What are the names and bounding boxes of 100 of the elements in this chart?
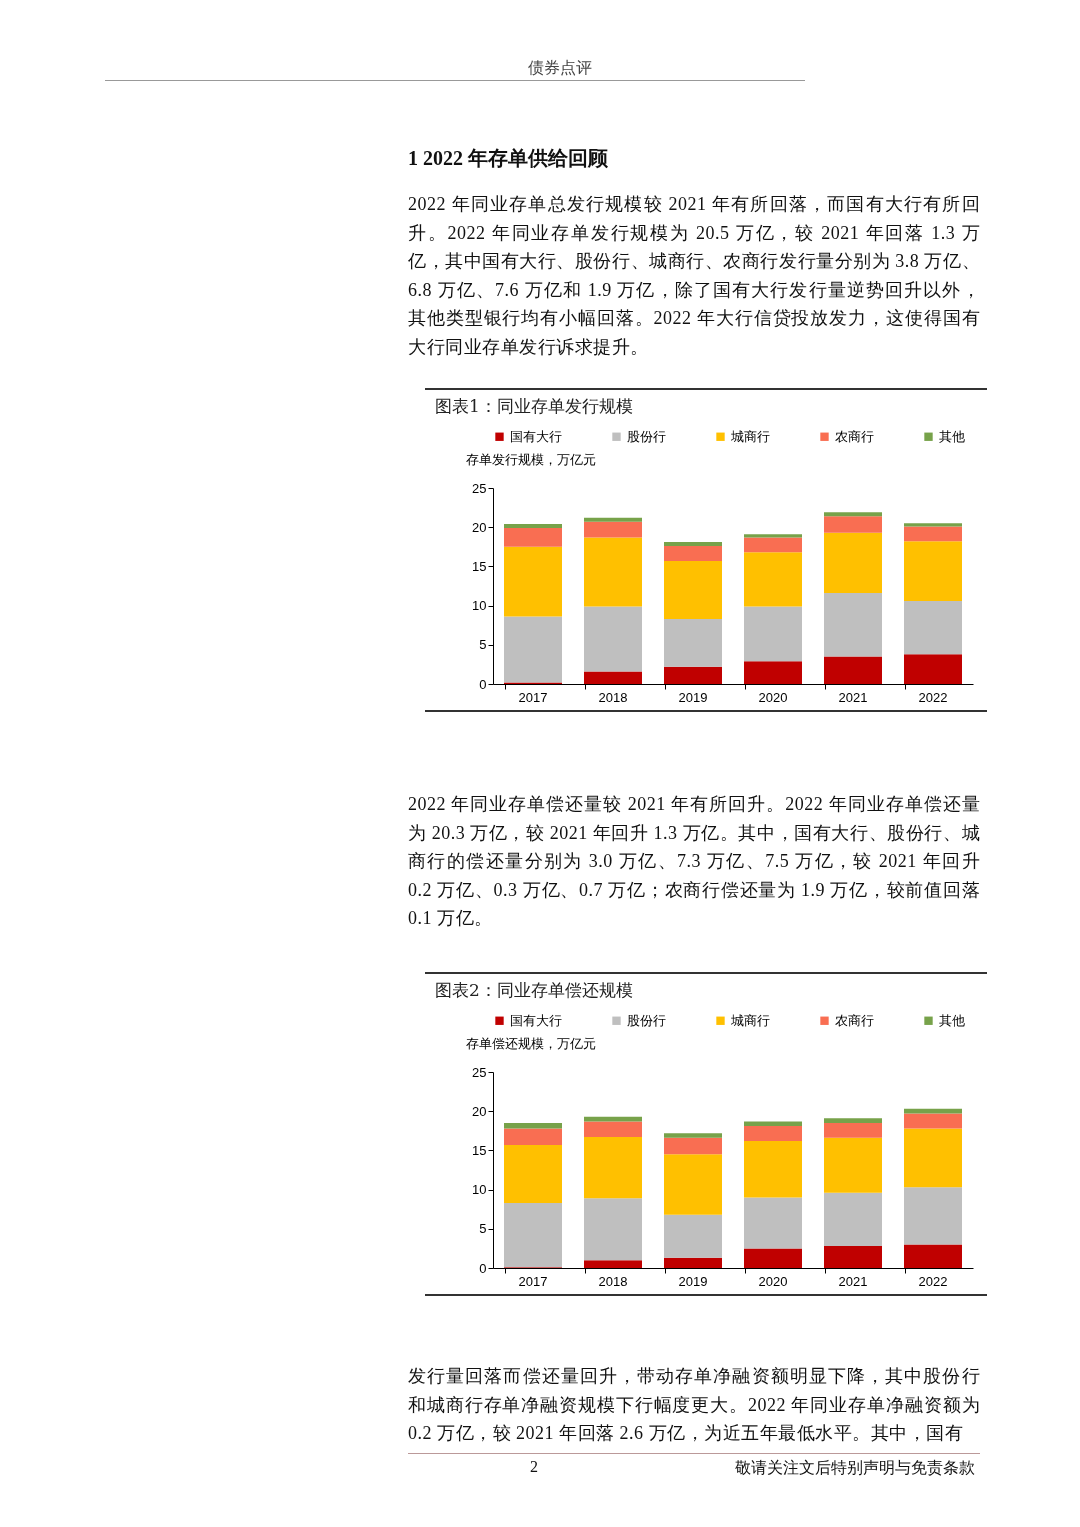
- bar: [584, 1260, 642, 1268]
- text: 2: [530, 1458, 538, 1476]
- y-tick-label: 5: [479, 637, 487, 653]
- x-tick-label: 2022: [918, 689, 948, 705]
- bar: [744, 606, 802, 662]
- y-tick-label: 20: [472, 519, 487, 535]
- chart-title: 图表1：同业存单发行规模: [435, 396, 633, 416]
- y-tick-label: 10: [472, 598, 487, 614]
- y-tick-label: 15: [472, 1142, 487, 1158]
- text: 敬请关注文后特别声明与免责条款: [735, 1458, 975, 1479]
- legend-label: 股份行: [627, 428, 666, 444]
- y-tick-label: 25: [472, 480, 487, 496]
- bar: [744, 552, 802, 607]
- bar: [584, 537, 642, 607]
- legend-label: 股份行: [627, 1012, 666, 1028]
- bar: [904, 526, 962, 542]
- bar: [584, 1137, 642, 1199]
- bar: [744, 1197, 802, 1249]
- text: 2022 年同业存单偿还量较 2021 年有所回升。2022 年同业存单偿还量为 20.3 万亿，较 2021 年回升 1.3 万亿。其中，国有大行、股份行、城商行的偿还量分别为 3.0 万亿、7.3 万亿、7.5 万亿，较 2021 年回升 0.2 万亿、0.3 万亿、0.7 万亿；农商行偿还量为 1.9 万亿，较前值回落 0.1 万亿。: [408, 793, 980, 931]
- bar: [744, 1121, 802, 1127]
- x-tick-label: 2017: [518, 689, 548, 705]
- bar: [584, 606, 642, 672]
- bar: [824, 656, 882, 684]
- bar: [824, 512, 882, 517]
- bar: [824, 1192, 882, 1247]
- legend-label: 城商行: [730, 1012, 770, 1028]
- bar: [664, 666, 722, 684]
- bar: [904, 1187, 962, 1245]
- text: 债券点评: [527, 58, 593, 78]
- bar: [504, 527, 562, 547]
- bar: [664, 542, 722, 547]
- text: 2022 年同业存单总发行规模较 2021 年有所回落，而国有大行有所回升。2022 年同业存单发行规模为 20.5 万亿，较 2021 年回落 1.3 万亿，其中国有大行、股份行、城商行、农商行发行量分别为 3.8 万亿、6.8 万亿、7.6 万亿和 1.9 万亿，除了国有大行发行量逆势回升以外，其他类型银行均有小幅回落。2022 年大行信贷投放发力，这使得国有大行同业存单发行诉求提升。: [408, 193, 980, 359]
- text: 发行量回落而偿还量回升，带动存单净融资额明显下降，其中股份行和城商行存单净融资规模下行幅度更大。2022 年同业存单净融资额为 0.2 万亿，较 2021 年回落 2.6 万亿，为近五年最低水平。其中，国有: [408, 1365, 980, 1446]
- bar: [824, 593, 882, 657]
- bar: [504, 1128, 562, 1145]
- x-tick-label: 2021: [838, 689, 868, 705]
- x-tick-label: 2020: [758, 1273, 788, 1289]
- bar: [504, 1202, 562, 1268]
- bar: [664, 560, 722, 619]
- bar: [664, 1257, 722, 1268]
- y-tick-label: 10: [472, 1182, 487, 1198]
- legend-label: 国有大行: [510, 428, 562, 444]
- bar: [824, 1118, 882, 1123]
- bar: [744, 534, 802, 538]
- x-tick-label: 2019: [678, 689, 708, 705]
- bar: [904, 1244, 962, 1268]
- bar: [744, 537, 802, 553]
- bar: [504, 616, 562, 683]
- bar: [904, 1113, 962, 1129]
- bar: [904, 654, 962, 684]
- bar: [664, 1133, 722, 1138]
- bar: [584, 1121, 642, 1138]
- legend-label: 农商行: [835, 1012, 874, 1028]
- y-tick-label: 5: [479, 1221, 487, 1237]
- y-tick-label: 25: [472, 1064, 487, 1080]
- bar: [664, 618, 722, 667]
- y-axis-title: 存单偿还规模，万亿元: [465, 1035, 596, 1051]
- bar: [584, 521, 642, 538]
- bar: [744, 661, 802, 684]
- x-tick-label: 2021: [838, 1273, 868, 1289]
- bar: [824, 1246, 882, 1268]
- bar: [504, 524, 562, 528]
- bar: [904, 541, 962, 601]
- bar: [584, 1198, 642, 1261]
- bar: [664, 1154, 722, 1215]
- bar: [504, 546, 562, 617]
- text: 1 2022 年存单供给回顾: [408, 146, 608, 171]
- x-tick-label: 2018: [598, 1273, 628, 1289]
- bar: [664, 1214, 722, 1258]
- x-tick-label: 2022: [918, 1273, 948, 1289]
- bar: [744, 1126, 802, 1141]
- bar: [744, 1248, 802, 1268]
- chart-title: 图表2：同业存单偿还规模: [435, 980, 633, 1000]
- bar: [584, 517, 642, 522]
- bar: [744, 1140, 802, 1198]
- y-tick-label: 15: [472, 558, 487, 574]
- bar: [824, 516, 882, 533]
- y-axis-title: 存单发行规模，万亿元: [465, 451, 596, 467]
- bar: [904, 1108, 962, 1114]
- y-tick-label: 0: [479, 676, 487, 692]
- legend-label: 城商行: [730, 428, 770, 444]
- x-tick-label: 2019: [678, 1273, 708, 1289]
- bar: [824, 1137, 882, 1193]
- bar: [904, 523, 962, 527]
- legend-label: 其他: [939, 1012, 965, 1028]
- legend-label: 国有大行: [510, 1012, 562, 1028]
- bar: [584, 671, 642, 684]
- x-tick-label: 2020: [758, 689, 788, 705]
- bar: [664, 546, 722, 561]
- bar: [824, 532, 882, 594]
- x-tick-label: 2018: [598, 689, 628, 705]
- y-tick-label: 20: [472, 1103, 487, 1119]
- x-tick-label: 2017: [518, 1273, 548, 1289]
- bar: [504, 1144, 562, 1203]
- bar: [504, 1122, 562, 1129]
- bar: [904, 1128, 962, 1188]
- legend-label: 其他: [939, 428, 965, 444]
- y-tick-label: 0: [479, 1260, 487, 1276]
- bar: [904, 600, 962, 655]
- bar: [824, 1122, 882, 1138]
